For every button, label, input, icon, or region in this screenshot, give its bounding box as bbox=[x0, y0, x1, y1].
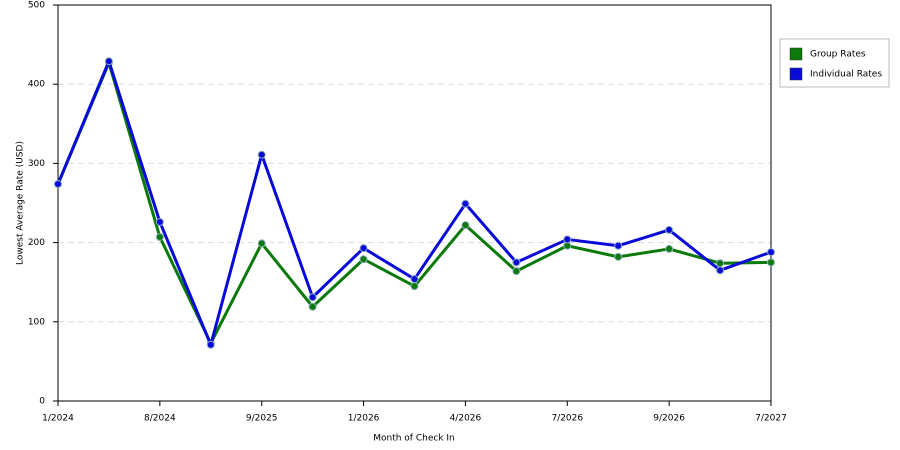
point bbox=[155, 218, 164, 227]
point bbox=[410, 275, 419, 284]
legend-swatch bbox=[789, 47, 803, 61]
x-tick-label: 4/2026 bbox=[450, 414, 482, 424]
point bbox=[155, 233, 164, 242]
point bbox=[206, 340, 215, 349]
point bbox=[257, 150, 266, 159]
point bbox=[716, 259, 725, 268]
point bbox=[461, 221, 470, 230]
x-tick-label: 7/2026 bbox=[551, 414, 583, 424]
legend-label: Group Rates bbox=[810, 50, 866, 60]
legend-label: Individual Rates bbox=[810, 70, 882, 80]
legend-swatch bbox=[789, 67, 803, 81]
x-tick-label: 1/2026 bbox=[348, 414, 380, 424]
point bbox=[410, 282, 419, 291]
point bbox=[767, 258, 775, 267]
point bbox=[257, 239, 266, 248]
point bbox=[665, 225, 674, 234]
point bbox=[461, 199, 470, 208]
y-tick-label: 200 bbox=[28, 238, 45, 248]
y-tick-label: 400 bbox=[28, 80, 45, 90]
point bbox=[104, 57, 113, 66]
point bbox=[767, 248, 775, 257]
point bbox=[563, 235, 572, 244]
y-tick-label: 300 bbox=[28, 159, 45, 169]
point bbox=[308, 302, 317, 311]
point bbox=[512, 267, 521, 276]
series-line bbox=[56, 61, 772, 345]
y-tick-label: 100 bbox=[28, 317, 45, 327]
x-tick-label: 9/2026 bbox=[653, 414, 685, 424]
x-tick-label: 8/2024 bbox=[144, 414, 176, 424]
point bbox=[54, 179, 62, 188]
y-tick-label: 500 bbox=[28, 1, 45, 11]
point bbox=[359, 244, 368, 253]
x-tick-label: 7/2027 bbox=[755, 414, 787, 424]
point bbox=[359, 255, 368, 264]
plot-frame bbox=[57, 4, 772, 402]
point bbox=[512, 258, 521, 267]
series-line bbox=[56, 59, 772, 347]
point bbox=[716, 266, 725, 275]
y-tick-label: 0 bbox=[39, 397, 45, 407]
point bbox=[308, 293, 317, 302]
y-axis-label: Lowest Average Rate (USD) bbox=[16, 141, 26, 265]
x-axis-label: Month of Check In bbox=[373, 434, 455, 444]
x-tick-label: 9/2025 bbox=[246, 414, 278, 424]
point bbox=[614, 241, 623, 250]
x-tick-label: 1/2024 bbox=[42, 414, 74, 424]
point bbox=[614, 252, 623, 261]
point bbox=[665, 244, 674, 253]
